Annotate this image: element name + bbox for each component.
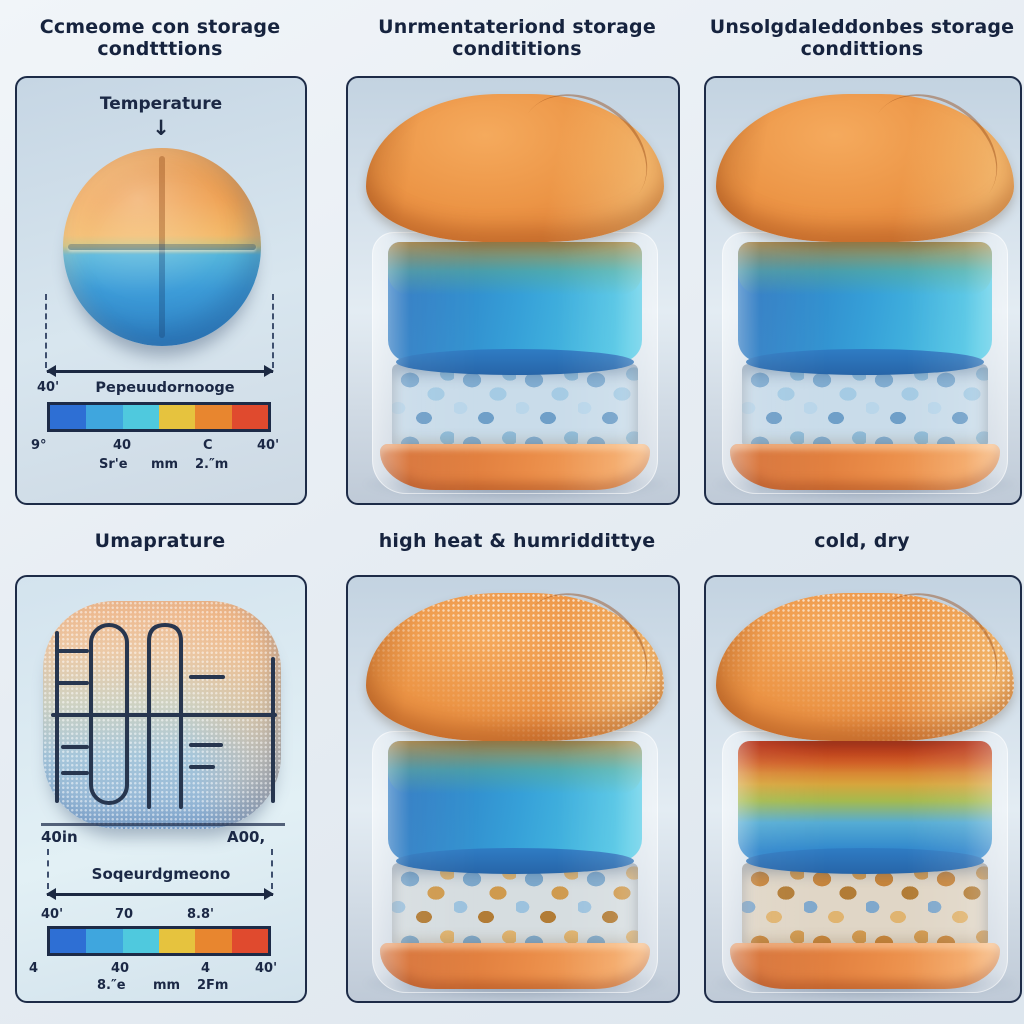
two-tone-pill (63, 148, 261, 346)
tablet-lid (716, 94, 1014, 242)
scale-subtick: 8.″e (97, 978, 126, 993)
dashed-guide-left (45, 294, 47, 368)
scale-tick-above: 70 (115, 907, 134, 922)
pellet-fill-blue (742, 364, 988, 448)
jar-base (730, 943, 1000, 989)
heat-humidity-panel (346, 575, 680, 1003)
pill-right-label: A00, (227, 828, 266, 846)
title-r2c1: Umaprature (94, 530, 226, 552)
pill-jar-humid (360, 591, 670, 1001)
tablet-lid-frosted (366, 593, 664, 741)
scale-subtick: 2Fm (197, 978, 229, 993)
range-start-label: 40' (37, 380, 60, 395)
scale-subtick: 2.″m (195, 457, 229, 472)
title-r2c2: high heat & humriddittye (378, 530, 656, 552)
range-label: Pepeuudornooge (95, 380, 235, 396)
pill-left-label: 40in (41, 828, 78, 846)
middle-tablet-layer-rainbow (738, 741, 992, 874)
range-arrow (46, 888, 274, 900)
middle-tablet-layer (388, 741, 642, 874)
scale-tick: 40' (257, 438, 280, 453)
temperature-diagram-panel: Temperature ↓ 40' Pepeuudornooge 9° 40 C… (15, 76, 307, 505)
middle-tablet-layer (738, 242, 992, 375)
jar-base (730, 444, 1000, 490)
title-r1c2: Unrmentateriond storage condititions (378, 16, 656, 61)
range-arrow (46, 365, 274, 377)
cold-dry-panel (704, 575, 1022, 1003)
tablet-lid (366, 94, 664, 242)
temperature-heading: Temperature (99, 94, 223, 114)
humidity-color-scale (47, 926, 271, 956)
title-r2c3: cold, dry (814, 530, 910, 552)
scale-tick: 4 (201, 961, 211, 976)
middle-tablet-layer (388, 242, 642, 375)
jar-base (380, 943, 650, 989)
scale-tick: 4 (29, 961, 39, 976)
scale-tick: 40' (255, 961, 278, 976)
dashed-guide-right (272, 294, 274, 368)
humidity-diagram-panel: 40in A00, Soqeurdgmeono 40' 70 8.8' 4 40… (15, 575, 307, 1003)
title-r1c3: Unsolgdaleddonbes storage condittions (709, 16, 1015, 61)
range-label: Soqeurdgmeono (91, 865, 231, 883)
temperature-color-scale (47, 402, 271, 432)
normal-storage-panel (346, 76, 680, 505)
dashed-guide-left (47, 849, 49, 889)
down-arrow-icon: ↓ (152, 116, 170, 140)
scale-subtick: mm (151, 457, 179, 472)
pellet-fill-blue (392, 364, 638, 448)
scale-tick: 40 (113, 438, 132, 453)
pellet-fill-mixed (392, 863, 638, 947)
unsealed-storage-panel (704, 76, 1022, 505)
pill-jar-unsealed (710, 92, 1020, 502)
dashed-guide-right (271, 849, 273, 889)
pellet-fill-warm (742, 863, 988, 947)
pill-jar-cold (710, 591, 1020, 1001)
scale-subtick: mm (153, 978, 181, 993)
scale-tick-above: 40' (41, 907, 64, 922)
tablet-lid-frosted (716, 593, 1014, 741)
scale-tick: 40 (111, 961, 130, 976)
jar-base (380, 444, 650, 490)
thermometer-diagram (51, 622, 277, 809)
pill-baseline (41, 823, 285, 826)
scale-subtick: Sr'e (99, 457, 128, 472)
pill-jar-normal (360, 92, 670, 502)
scale-tick: 9° (31, 438, 47, 453)
title-r1c1: Ccmeome con storage condtttions (39, 16, 281, 61)
scale-tick: C (203, 438, 213, 453)
scale-tick-above: 8.8' (187, 907, 215, 922)
